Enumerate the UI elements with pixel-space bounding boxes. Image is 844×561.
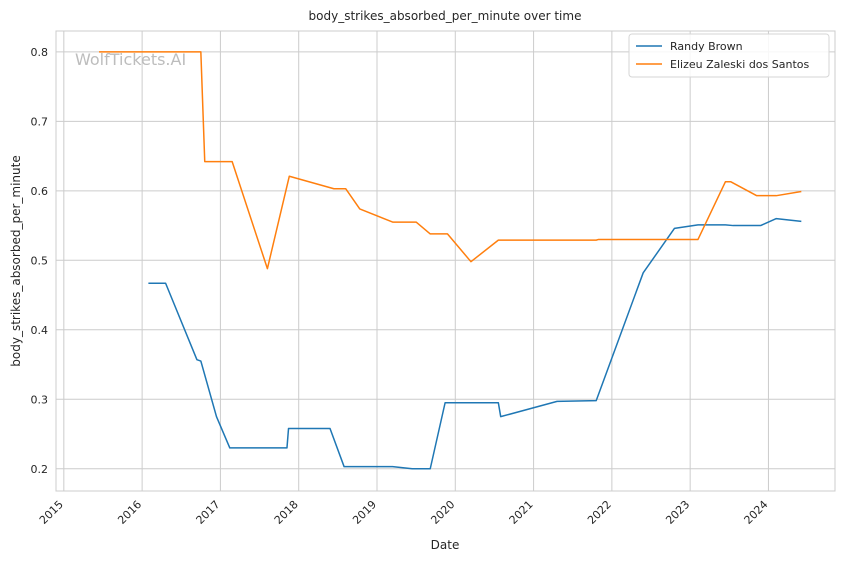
chart-title: body_strikes_absorbed_per_minute over ti… [309,9,582,23]
x-tick-label: 2020 [428,498,457,527]
series-layer [99,51,802,470]
y-tick-label: 0.5 [31,254,49,267]
plot-area [56,31,835,491]
x-tick-label: 2022 [585,498,614,527]
x-tick-label: 2016 [115,498,144,527]
y-tick-label: 0.6 [31,185,49,198]
x-tick-label: 2024 [742,498,771,527]
grid [56,31,835,491]
x-tick-label: 2019 [350,498,379,527]
legend-label-randy-brown: Randy Brown [670,40,743,53]
watermark-text: WolfTickets.AI [75,50,186,69]
plot-frame [55,30,836,492]
x-tick-label: 2015 [37,498,66,527]
legend: Randy Brown Elizeu Zaleski dos Santos [628,33,830,78]
series-line-randy-brown [148,217,802,470]
x-tick-label: 2023 [663,498,692,527]
x-axis-ticks: 2015 2016 2017 2018 2019 2020 2021 2022 2023 2024 [37,498,771,527]
y-axis-label: body_strikes_absorbed_per_minute [9,155,23,366]
x-axis-label: Date [431,538,460,552]
y-axis-ticks: 0.2 0.3 0.4 0.5 0.6 0.7 0.8 [31,46,49,476]
x-tick-label: 2021 [507,498,536,527]
y-tick-label: 0.7 [31,115,49,128]
y-tick-label: 0.4 [31,324,49,337]
x-tick-label: 2018 [272,498,301,527]
y-tick-label: 0.8 [31,46,49,59]
legend-label-elizeu-zaleski-dos-santos: Elizeu Zaleski dos Santos [670,58,810,71]
legend-box [628,33,830,78]
y-tick-label: 0.2 [31,463,49,476]
y-tick-label: 0.3 [31,393,49,406]
x-tick-label: 2017 [194,498,223,527]
series-line-elizeu-zaleski-dos-santos [99,51,802,270]
